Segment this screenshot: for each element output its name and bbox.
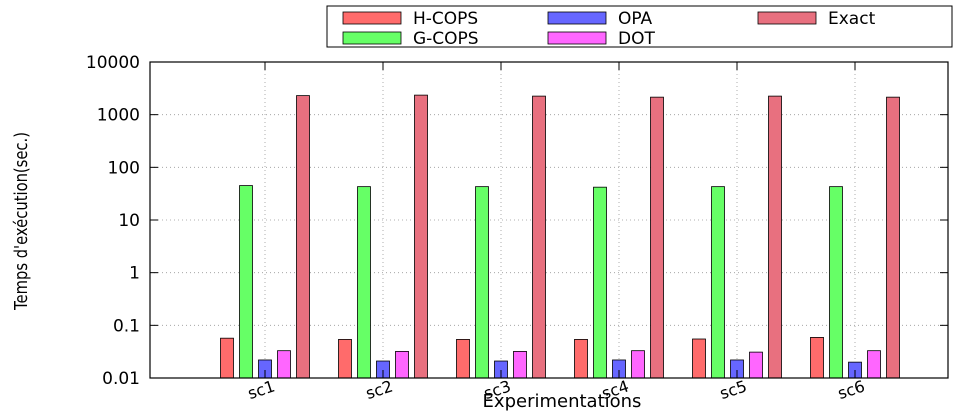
y-tick-label: 1 — [129, 264, 140, 284]
bars — [220, 94, 900, 379]
bar-h-cops-sc5 — [692, 338, 706, 379]
bar-exact-sc4 — [650, 96, 664, 379]
legend-frame — [326, 5, 953, 48]
legend-swatch-opa — [547, 11, 607, 25]
legend-label-g-cops: G-COPS — [413, 29, 479, 49]
bar-g-cops-sc2 — [357, 186, 371, 379]
bar-exact-sc3 — [532, 95, 546, 379]
x-axis-title: Experimentations — [483, 391, 642, 412]
legend-label-exact: Exact — [828, 9, 876, 29]
bar-dot-sc6 — [867, 350, 881, 379]
y-axis-title: Temps d'exécution(sec.) — [11, 132, 32, 311]
legend-label-dot: DOT — [618, 29, 655, 49]
bar-dot-sc5 — [749, 351, 763, 379]
x-tick-label: sc6 — [835, 377, 867, 404]
y-ticks: 0.01 0.1 1 10 100 1000 10000 — [86, 53, 948, 389]
y-tick-label: 10000 — [86, 53, 140, 73]
bar-h-cops-sc6 — [810, 337, 824, 379]
bar-g-cops-sc1 — [239, 185, 253, 379]
bar-exact-sc2 — [414, 94, 428, 379]
bar-exact-sc1 — [296, 95, 310, 379]
y-tick-label: 0.01 — [102, 369, 140, 389]
legend-swatch-dot — [547, 31, 607, 45]
y-tick-label: 10 — [118, 211, 140, 231]
y-tick-label: 0.1 — [113, 316, 140, 336]
bar-h-cops-sc1 — [220, 337, 234, 379]
bar-g-cops-sc3 — [475, 186, 489, 379]
bar-dot-sc1 — [277, 350, 291, 379]
legend-label-h-cops: H-COPS — [413, 9, 478, 29]
bar-exact-sc5 — [768, 95, 782, 379]
legend-swatch-exact — [757, 11, 817, 25]
bar-h-cops-sc4 — [574, 339, 588, 379]
bar-dot-sc2 — [395, 350, 409, 379]
axes — [149, 61, 949, 379]
legend: H-COPS OPA Exact G-COPS DOT — [326, 5, 953, 49]
bar-g-cops-sc5 — [711, 186, 725, 379]
legend-swatch-g-cops — [342, 31, 402, 45]
y-tick-label: 1000 — [97, 106, 140, 126]
y-tick-label: 100 — [108, 158, 140, 178]
bar-exact-sc6 — [886, 96, 900, 379]
bar-dot-sc3 — [513, 350, 527, 379]
x-tick-label: sc2 — [363, 377, 395, 404]
x-tick-label: sc5 — [717, 377, 749, 404]
legend-label-opa: OPA — [618, 9, 653, 29]
grid — [150, 61, 948, 379]
bar-g-cops-sc6 — [829, 186, 843, 379]
plot-frame — [149, 61, 949, 379]
legend-swatch-h-cops — [342, 11, 402, 25]
bar-g-cops-sc4 — [593, 186, 607, 379]
bar-h-cops-sc3 — [456, 339, 470, 379]
bar-h-cops-sc2 — [338, 339, 352, 379]
bar-dot-sc4 — [631, 350, 645, 379]
x-tick-label: sc1 — [245, 377, 277, 404]
